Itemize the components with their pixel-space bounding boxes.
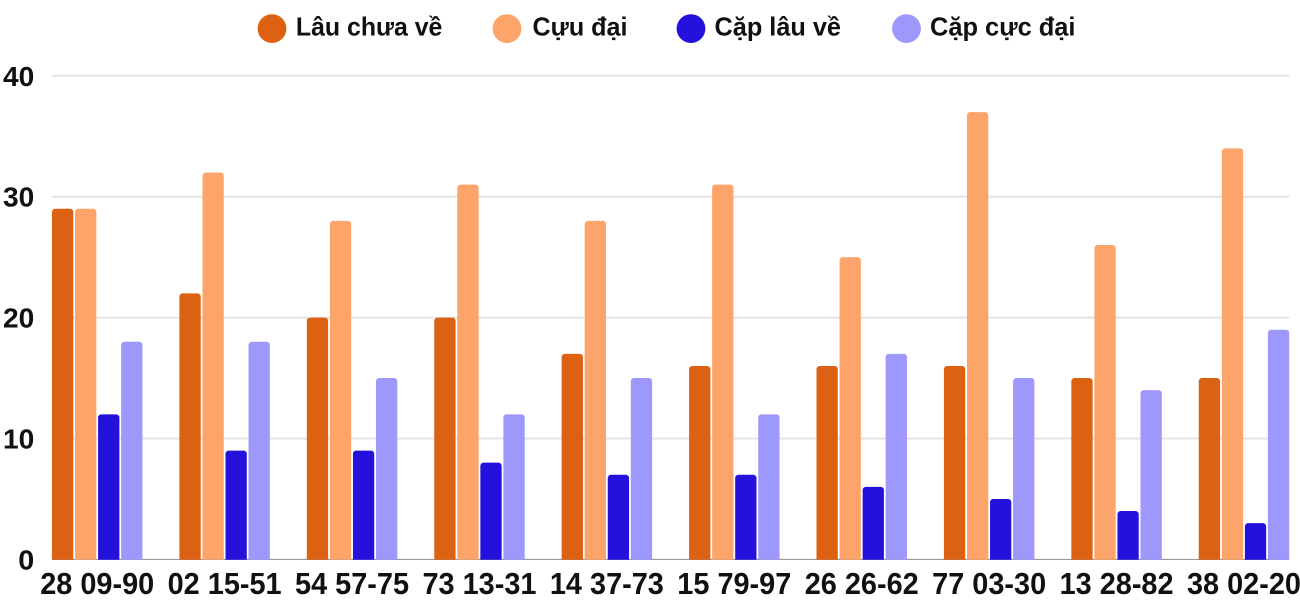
svg-text:77 03-30: 77 03-30 [932,567,1046,600]
svg-text:40: 40 [3,61,34,92]
svg-text:Cặp lâu về: Cặp lâu về [715,12,842,42]
svg-text:14 37-73: 14 37-73 [550,567,664,600]
svg-text:13 28-82: 13 28-82 [1060,567,1174,600]
svg-text:28 09-90: 28 09-90 [40,567,154,600]
svg-text:15 79-97: 15 79-97 [677,567,791,600]
svg-text:Cặp cực đại: Cặp cực đại [930,12,1076,42]
svg-text:10: 10 [3,424,34,455]
svg-text:Cựu đại: Cựu đại [533,12,628,42]
svg-text:Lâu chưa về: Lâu chưa về [296,12,443,42]
svg-text:26 26-62: 26 26-62 [805,567,919,600]
svg-text:02 15-51: 02 15-51 [168,567,282,600]
svg-text:73 13-31: 73 13-31 [422,567,536,600]
svg-text:54 57-75: 54 57-75 [295,567,409,600]
svg-text:30: 30 [3,182,34,213]
svg-text:20: 20 [3,303,34,334]
svg-text:38 02-20: 38 02-20 [1187,567,1300,600]
svg-text:0: 0 [18,544,34,575]
